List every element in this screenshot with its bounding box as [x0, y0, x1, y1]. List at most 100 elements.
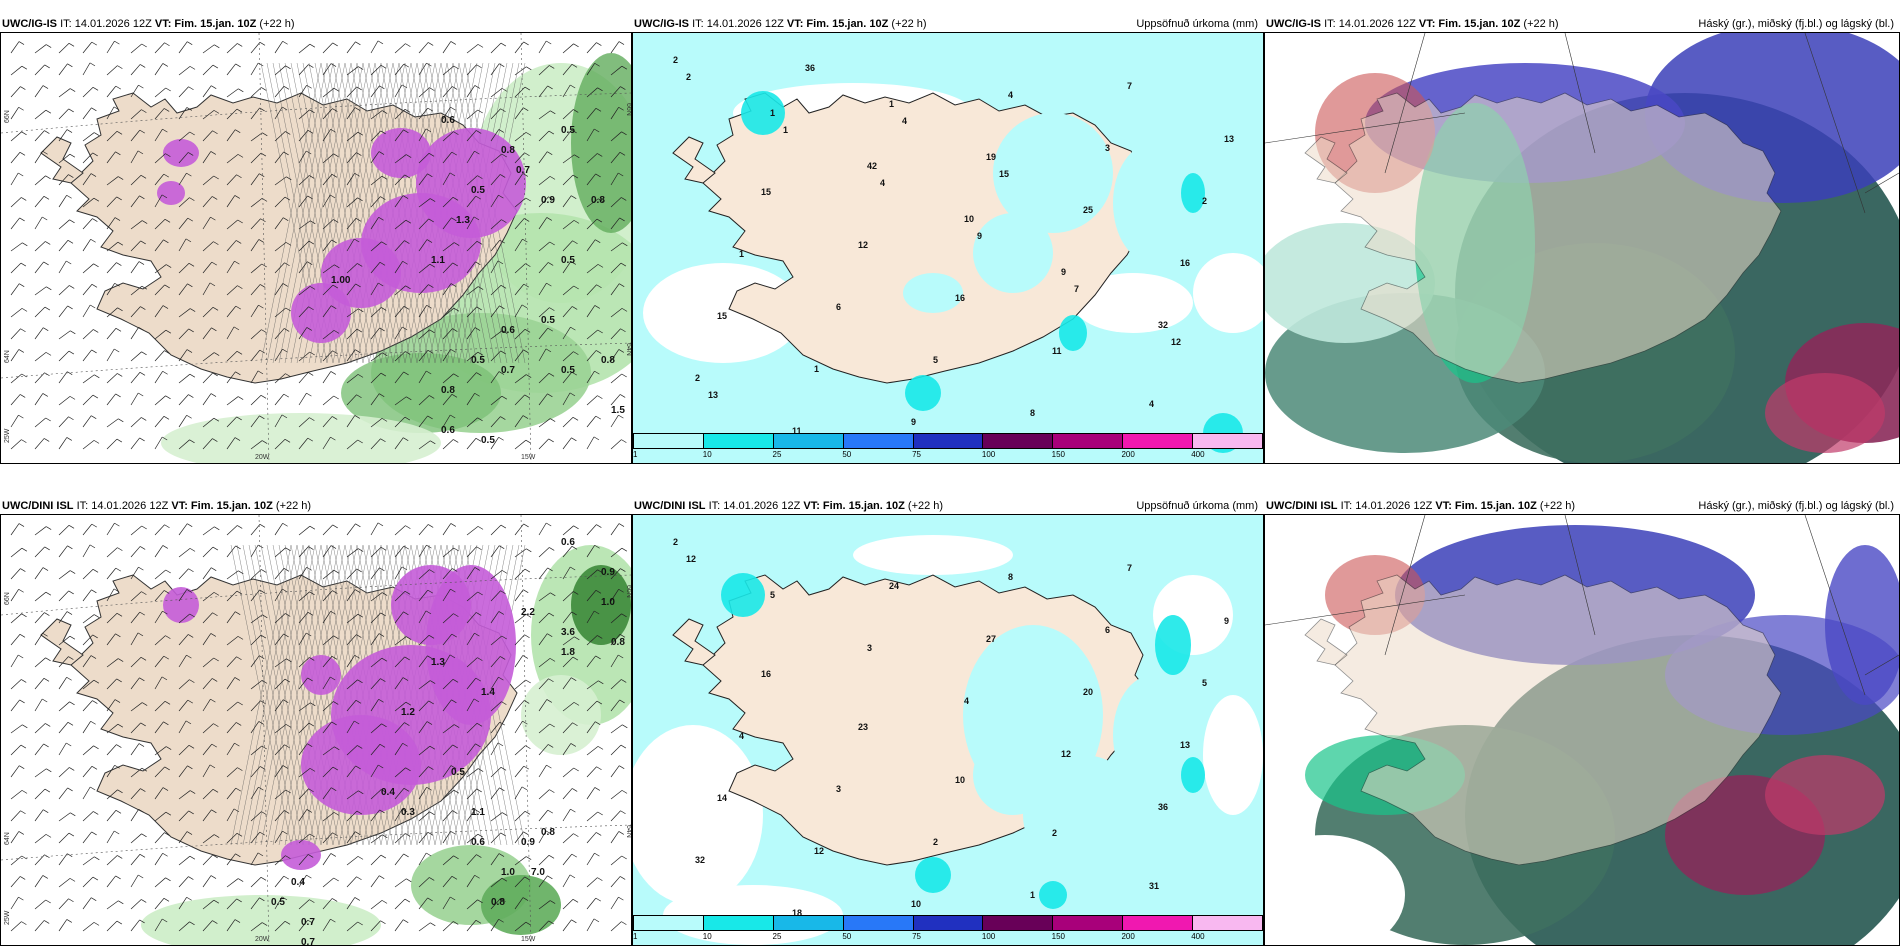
wind-barb-tick [261, 87, 267, 91]
wind-barb-tick [453, 921, 459, 925]
wind-barb-tick [500, 42, 507, 47]
colorbar-tick-label: 100 [981, 450, 996, 459]
wind-barb [442, 106, 451, 120]
wind-barb [418, 524, 429, 536]
wind-barb-tick [595, 107, 602, 112]
wind-barb-tick [380, 612, 386, 617]
wind-barb [154, 264, 167, 274]
colorbar-segment [773, 916, 844, 930]
colorbar-tick-label: 75 [912, 450, 922, 459]
wind-barb-tick [454, 242, 460, 246]
wind-barb-tick [309, 657, 315, 661]
wind-barb-tick [214, 352, 220, 356]
wind-barb-tick [425, 128, 432, 133]
wind-barb [370, 372, 382, 384]
wind-barb [538, 658, 551, 668]
wind-barb [226, 677, 236, 690]
wind-barb-tick [572, 722, 578, 727]
wind-barb [394, 636, 407, 646]
wind-barb [34, 854, 45, 866]
wind-barb [298, 372, 309, 384]
wind-barb-tick [66, 194, 72, 199]
wind-barb [34, 526, 47, 536]
accum-value-label: 24 [889, 581, 899, 591]
wind-barb-tick [238, 396, 244, 400]
wind-barb-tick [210, 633, 217, 637]
wind-barb-tick [500, 108, 506, 113]
wind-barb-tick [619, 765, 625, 769]
wind-barb [106, 307, 118, 318]
wind-barb-tick [428, 42, 434, 46]
lat-66n [1, 574, 631, 616]
wind-barb [58, 43, 70, 54]
wind-barb-tick [378, 633, 385, 637]
wind-barb [514, 921, 527, 932]
wind-barb [418, 922, 431, 932]
wind-barb-tick [618, 588, 624, 593]
wind-barb [58, 898, 69, 910]
wind-barb [250, 544, 259, 558]
wind-barb-tick [548, 920, 554, 925]
wind-barb-tick [309, 591, 315, 596]
wind-barb-tick [189, 855, 196, 860]
wind-barb-tick [69, 635, 76, 640]
wind-barb [514, 831, 524, 844]
wind-barb-tick [453, 547, 459, 552]
wind-barb [586, 305, 596, 318]
wind-barb [490, 767, 502, 778]
wind-barb-tick [46, 526, 52, 530]
wind-barb-tick [162, 787, 169, 791]
lat-label-64n-right: 64N [625, 343, 631, 356]
wind-barb [226, 108, 238, 120]
wind-barb [226, 742, 235, 756]
wind-barb [34, 678, 45, 690]
precip-value-label: 2.2 [521, 607, 535, 618]
wind-barb-tick [93, 440, 100, 444]
wind-barb [250, 614, 263, 624]
wind-barb [370, 522, 379, 536]
precip-value-label: 1.4 [481, 687, 495, 698]
wind-barb-tick [114, 830, 120, 835]
accum-value-label: 7 [1074, 284, 1079, 294]
wind-barb-tick [620, 262, 627, 267]
wind-barb [202, 526, 215, 536]
wind-barb [106, 765, 115, 778]
wind-barb [10, 349, 20, 362]
wind-barb-tick [307, 611, 314, 616]
wind-barb-tick [308, 64, 314, 68]
wind-barb-tick [524, 394, 530, 399]
wind-barb [130, 591, 142, 602]
wind-barb-tick [331, 239, 337, 244]
wind-barb [442, 151, 453, 164]
wind-barb [490, 194, 499, 208]
wind-barb-tick [285, 789, 291, 794]
wind-barb [226, 219, 238, 230]
wind-barb-tick [90, 720, 96, 725]
precip-value-label: 1.0 [601, 597, 615, 608]
wind-barb-tick [501, 570, 508, 574]
wind-barb [106, 920, 118, 932]
wind-barb [10, 217, 20, 230]
wind-barb-tick [185, 720, 192, 725]
wind-barb-tick [500, 524, 507, 529]
wind-barb-tick [115, 151, 121, 156]
wind-barb [490, 42, 502, 54]
wind-barb-tick [549, 547, 555, 551]
wind-barb [394, 195, 404, 208]
wind-barb [10, 765, 20, 778]
wind-barb [10, 41, 20, 54]
wind-barb-tick [45, 417, 51, 422]
wind-barb [322, 219, 334, 230]
wind-barb [10, 283, 20, 296]
wind-barb [586, 370, 595, 384]
wind-barb [250, 284, 261, 296]
wind-barb-tick [282, 588, 288, 593]
wind-barb [34, 393, 44, 406]
wind-barb [58, 656, 69, 668]
wind-barb-tick [165, 635, 171, 639]
wind-barb-tick [450, 414, 456, 419]
wind-barb-tick [428, 634, 435, 639]
wind-barb-tick [21, 131, 27, 136]
wind-barb [106, 633, 116, 646]
wind-barb [298, 417, 310, 428]
